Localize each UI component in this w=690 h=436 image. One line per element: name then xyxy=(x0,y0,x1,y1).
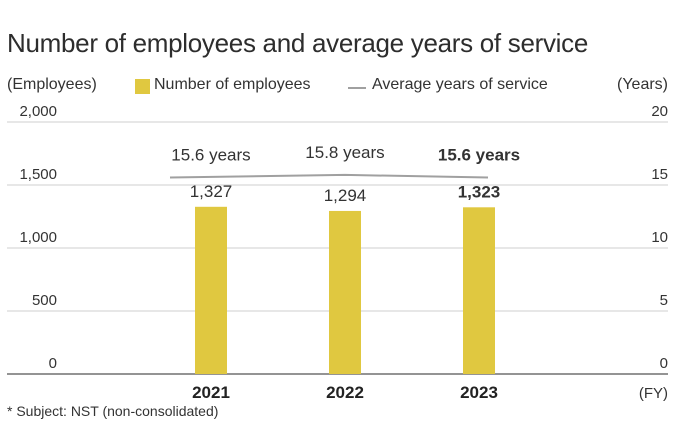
legend-label-employees: Number of employees xyxy=(154,76,311,93)
left-axis-unit-label: (Employees) xyxy=(7,76,97,93)
x-tick-label: 2022 xyxy=(326,383,364,402)
line-value-label: 15.8 years xyxy=(305,143,384,162)
x-tick-label: 2021 xyxy=(192,383,230,402)
bar-value-label: 1,327 xyxy=(190,182,233,201)
y-left-tick-label: 1,500 xyxy=(19,166,57,183)
line-value-label: 15.6 years xyxy=(171,145,250,164)
bar-employees-2023 xyxy=(463,207,495,374)
legend-label-service-years: Average years of service xyxy=(372,76,548,93)
footnote: * Subject: NST (non-consolidated) xyxy=(7,403,219,419)
chart-title: Number of employees and average years of… xyxy=(7,28,589,58)
legend-swatch-employees xyxy=(135,79,150,94)
bar-value-label: 1,294 xyxy=(324,186,367,205)
y-right-tick-label: 0 xyxy=(660,355,668,372)
line-value-label: 15.6 years xyxy=(438,145,520,164)
x-tick-label: 2023 xyxy=(460,383,498,402)
x-axis-unit-label: (FY) xyxy=(639,385,668,402)
y-left-tick-label: 500 xyxy=(32,292,57,309)
bar-value-label: 1,323 xyxy=(458,182,501,201)
legend-swatch-service-years xyxy=(348,87,366,89)
right-axis-unit-label: (Years) xyxy=(617,76,668,93)
y-right-tick-label: 15 xyxy=(651,166,668,183)
y-right-tick-label: 5 xyxy=(660,292,668,309)
y-left-tick-label: 1,000 xyxy=(19,229,57,246)
bar-employees-2022 xyxy=(329,210,361,374)
y-right-tick-label: 20 xyxy=(651,103,668,120)
y-right-tick-label: 10 xyxy=(651,229,668,246)
y-left-tick-label: 2,000 xyxy=(19,103,57,120)
y-left-tick-label: 0 xyxy=(49,355,57,372)
service-years-line xyxy=(169,173,489,179)
bar-employees-2021 xyxy=(195,206,227,374)
